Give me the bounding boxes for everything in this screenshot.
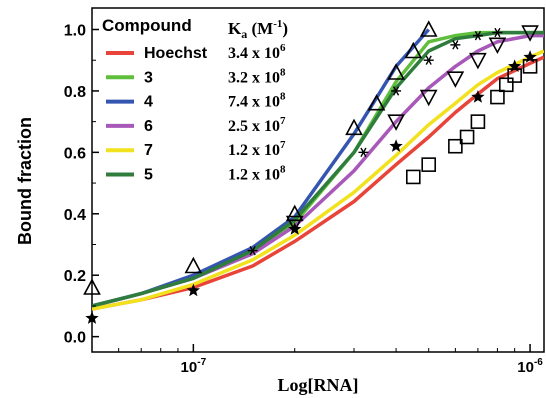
axes: Bound fraction Log[RNA] 0.0 0.2 0.4 0.6 0.8 1… (15, 23, 543, 396)
asterisk-stroke (425, 55, 432, 65)
legend: Compound Ka (M-1) Hoechst 3.4 x 106 3 3.2 x… (102, 16, 288, 184)
plot-frame (91, 7, 545, 353)
data-point-triangle-down (521, 25, 539, 42)
series-points-hoechst (405, 59, 538, 185)
series-points-7 (85, 50, 537, 324)
asterisk-stroke (360, 147, 367, 158)
y-tick-label: 0.0 (64, 330, 86, 347)
data-point-star (288, 222, 302, 235)
data-point-star (508, 59, 522, 72)
data-point-triangle-down (488, 37, 507, 55)
series-points-6 (285, 25, 539, 233)
data-point-asterisk (472, 30, 483, 41)
legend-series-name: 4 (144, 94, 153, 111)
legend-header-ka: Ka (M-1) (228, 18, 288, 41)
data-point-square (459, 129, 475, 145)
data-point-asterisk (450, 40, 461, 50)
asterisk-stroke (249, 245, 256, 256)
legend-item-hoechst: Hoechst 3.4 x 106 (106, 42, 286, 62)
y-tick-label: 0.4 (64, 207, 86, 224)
y-axis-label: Bound fraction (15, 117, 35, 245)
data-point-triangle-down (469, 52, 487, 70)
series-line-7 (92, 49, 544, 311)
plot-area (91, 7, 545, 353)
data-point-triangle-down (387, 114, 405, 131)
legend-ka-value: 1.2 x 108 (228, 164, 286, 184)
data-point-square (421, 157, 437, 172)
y-tick-label: 0.8 (64, 84, 86, 101)
legend-ka-value: 1.2 x 107 (228, 139, 286, 159)
legend-header-compound: Compound (102, 16, 192, 35)
data-point-triangle-up (404, 41, 423, 59)
asterisk-stroke (452, 40, 459, 50)
y-tick-label: 0.2 (64, 268, 86, 285)
series-points-5 (247, 27, 503, 256)
data-point-square (448, 138, 463, 154)
legend-ka-value: 7.4 x 108 (228, 91, 286, 111)
series-line-5 (92, 30, 544, 308)
legend-item-5: 5 1.2 x 108 (106, 164, 286, 184)
data-point-triangle-down (285, 215, 304, 233)
data-point-star (186, 283, 200, 297)
data-point-asterisk (358, 147, 369, 158)
data-point-triangle-down (419, 89, 438, 107)
series-line-3 (92, 30, 544, 308)
data-point-triangle-up (285, 204, 304, 222)
data-point-triangle-up (184, 256, 203, 274)
data-point-square (490, 89, 505, 105)
y-tick-label: 1.0 (64, 23, 86, 40)
x-axis-label: Log[RNA] (278, 375, 359, 395)
series-layer (83, 20, 544, 324)
legend-series-name: 3 (144, 69, 153, 86)
data-point-asterisk (391, 86, 402, 96)
data-point-square (405, 169, 421, 185)
data-point-square (470, 114, 486, 129)
data-point-star (523, 50, 537, 63)
data-point-asterisk (492, 27, 503, 38)
data-point-triangle-up (419, 20, 438, 37)
data-point-triangle-down (446, 71, 465, 88)
data-point-asterisk (423, 55, 434, 65)
data-point-star (471, 90, 485, 103)
legend-item-4: 4 7.4 x 108 (106, 91, 286, 111)
legend-item-7: 7 1.2 x 107 (106, 139, 286, 159)
legend-ka-value: 2.5 x 107 (228, 115, 286, 135)
x-tick-label: 10-7 (181, 357, 207, 376)
legend-series-name: 5 (144, 167, 153, 184)
y-tick-label: 0.6 (64, 145, 86, 162)
data-point-triangle-up (83, 278, 101, 295)
data-point-star (85, 311, 99, 324)
data-point-triangle-up (387, 63, 405, 80)
legend-series-name: 7 (144, 142, 153, 159)
legend-series-name: Hoechst (144, 45, 208, 62)
series-line-6 (92, 33, 544, 308)
asterisk-stroke (392, 86, 400, 96)
x-tick-label: 10-6 (517, 357, 543, 376)
asterisk-stroke (494, 27, 501, 38)
legend-item-6: 6 2.5 x 107 (106, 115, 286, 135)
legend-ka-value: 3.4 x 106 (228, 42, 286, 62)
series-points-4 (83, 20, 438, 295)
legend-item-3: 3 3.2 x 108 (106, 66, 286, 86)
asterisk-stroke (474, 30, 482, 41)
data-point-square (498, 77, 514, 93)
data-point-asterisk (247, 245, 258, 256)
data-point-triangle-up (367, 94, 386, 111)
legend-series-name: 6 (144, 118, 153, 135)
legend-ka-value: 3.2 x 108 (228, 66, 286, 86)
data-point-triangle-up (345, 118, 363, 136)
data-point-star (389, 139, 403, 152)
